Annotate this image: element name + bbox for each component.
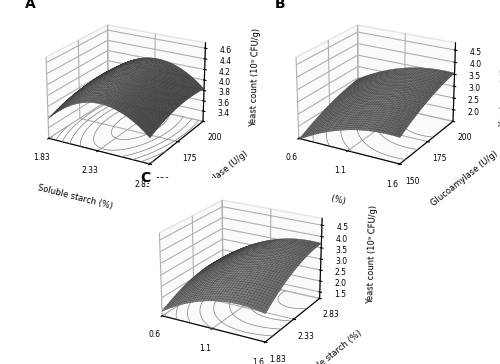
Text: A: A (25, 0, 36, 11)
Y-axis label: Glucoamylase (U/g): Glucoamylase (U/g) (179, 150, 250, 209)
X-axis label: NH₄Cl (%): NH₄Cl (%) (304, 187, 346, 206)
Text: B: B (275, 0, 285, 11)
Text: C: C (140, 171, 150, 185)
X-axis label: Soluble starch (%): Soluble starch (%) (37, 183, 114, 210)
Y-axis label: Soluble starch (%): Soluble starch (%) (298, 329, 364, 364)
Y-axis label: Glucoamylase (U/g): Glucoamylase (U/g) (429, 150, 500, 209)
